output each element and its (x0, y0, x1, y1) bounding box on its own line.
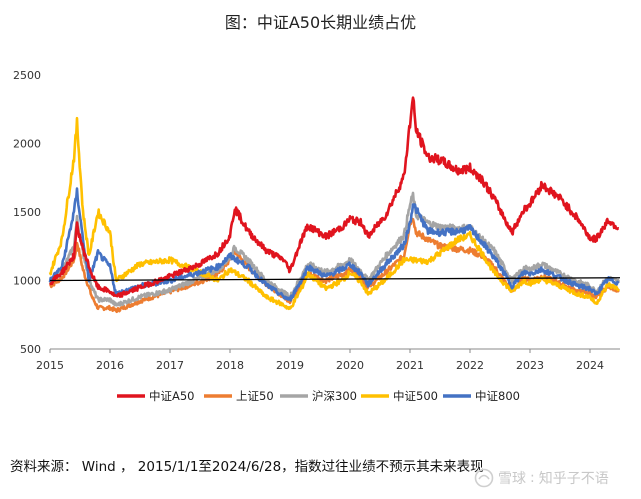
y-tick-label: 1500 (13, 206, 41, 219)
x-tick-label: 2020 (336, 359, 364, 372)
x-tick-label: 2021 (396, 359, 424, 372)
x-tick-label: 2018 (216, 359, 244, 372)
watermark-separator: : (530, 470, 535, 486)
legend-label: 中证A50 (149, 389, 195, 403)
chart-plot-area (48, 96, 621, 314)
watermark-site: 雪球 (498, 471, 526, 487)
x-tick-label: 2023 (516, 359, 544, 372)
legend-entry: 中证A50 (117, 389, 195, 403)
x-tick-label: 2015 (36, 359, 64, 372)
legend-label: 中证500 (393, 389, 438, 403)
series-line-中证500 (48, 116, 620, 311)
legend-entry: 沪深300 (280, 389, 357, 403)
y-tick-label: 2000 (13, 138, 41, 151)
y-tick-label: 1000 (13, 275, 41, 288)
legend-entry: 上证50 (204, 389, 274, 403)
x-tick-label: 2019 (276, 359, 304, 372)
source-note: 资料来源： Wind ， 2015/1/1至2024/6/28，指数过往业绩不预… (10, 459, 484, 475)
series-line-中证A50 (48, 96, 620, 298)
legend-entry: 中证800 (443, 389, 520, 403)
legend-label: 中证800 (475, 389, 520, 403)
x-tick-label: 2017 (156, 359, 184, 372)
baseline-line (49, 277, 621, 282)
x-tick-label: 2022 (456, 359, 484, 372)
watermark-author: 知乎子不语 (538, 471, 609, 487)
chart-legend: 中证A50 上证50 沪深300 中证500 中证800 (117, 389, 520, 403)
x-tick-label: 2024 (576, 359, 604, 372)
snowball-logo-icon (474, 468, 494, 488)
legend-label: 上证50 (236, 389, 274, 403)
chart-axes: 500 1000 1500 2000 2500 2015 2016 2017 2018 2019 2… (13, 69, 620, 372)
legend-entry: 中证500 (361, 389, 438, 403)
y-tick-label: 500 (20, 343, 41, 356)
series-line-沪深300 (48, 191, 621, 307)
chart-title: 图：中证A50长期业绩占优 (224, 13, 417, 32)
legend-label: 沪深300 (312, 389, 357, 403)
watermark: 雪球 : 知乎子不语 (474, 468, 609, 488)
y-tick-label: 2500 (13, 69, 41, 82)
x-tick-label: 2016 (96, 359, 124, 372)
